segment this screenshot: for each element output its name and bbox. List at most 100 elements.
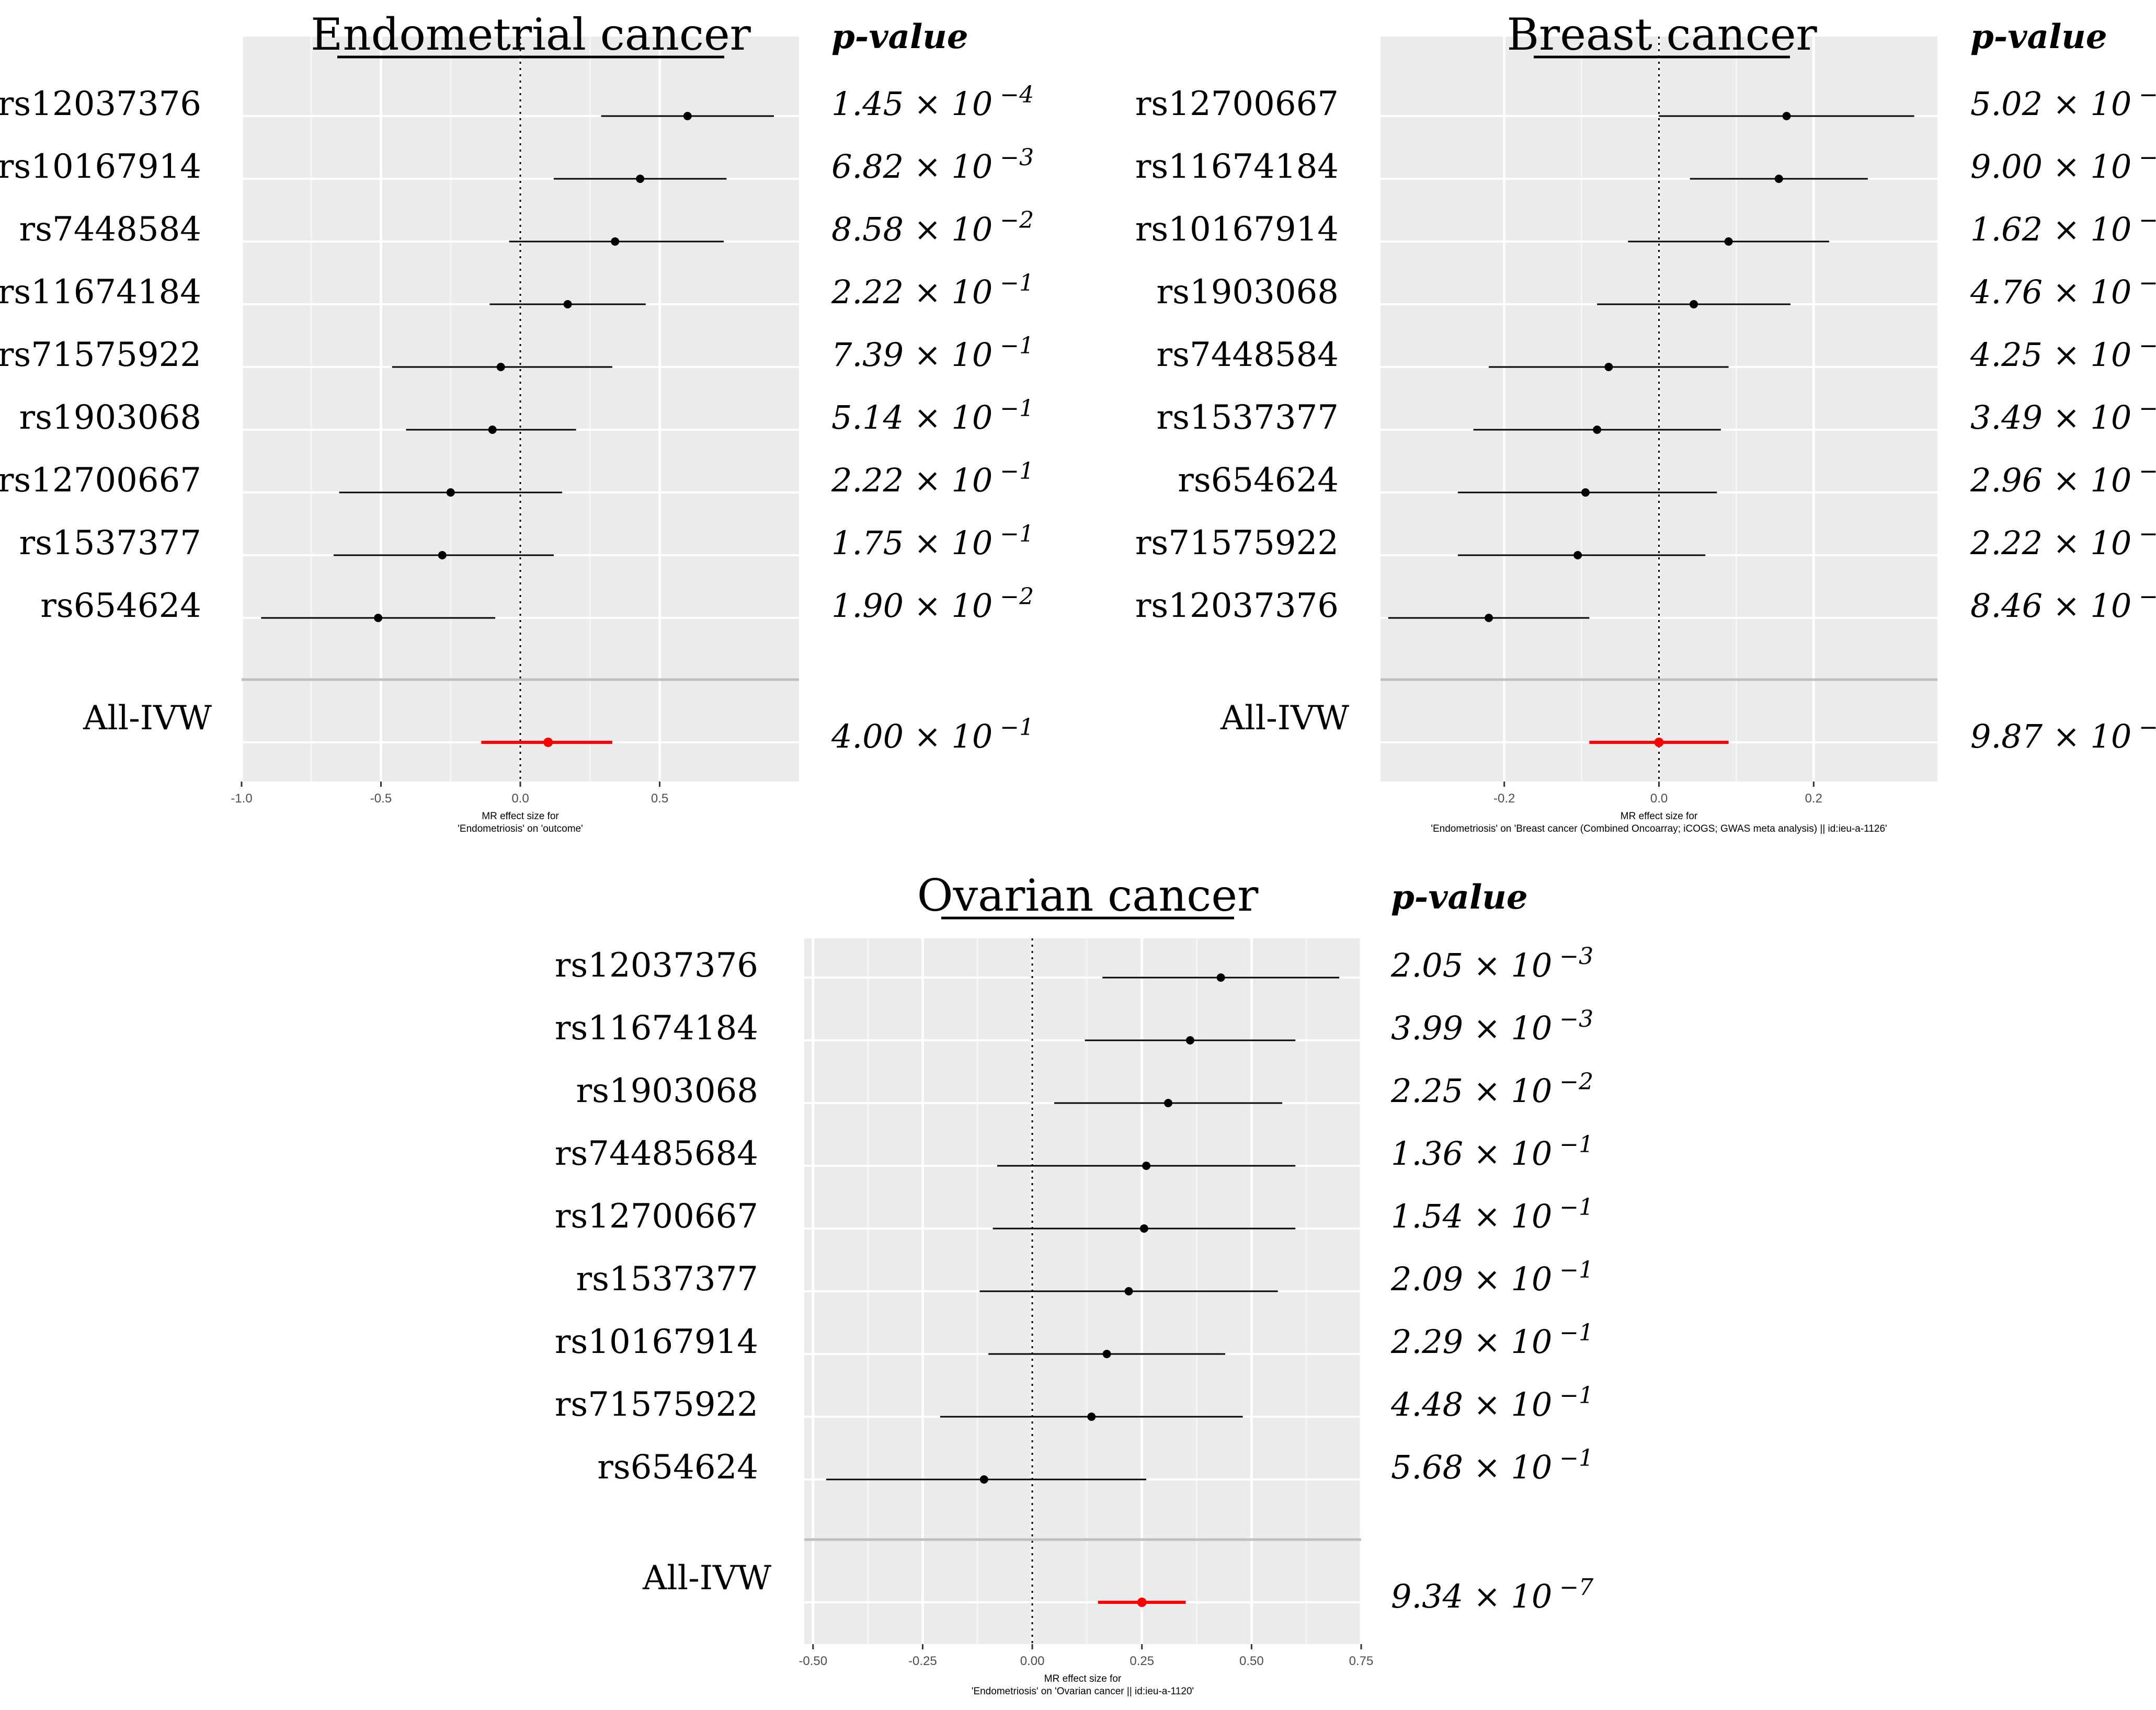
summary-point (1654, 738, 1664, 747)
snp-row: rs11674184 9.00 × 10 −3 (1135, 144, 2156, 186)
forest-plot-1: Endometrial cancer p-value rs12037376 1.45 … (0, 9, 1034, 834)
x-tick-label: 0.5 (651, 791, 668, 806)
snp-label: rs1537377 (19, 524, 201, 563)
effect-point (611, 237, 620, 246)
snp-row: rs654624 1.90 × 10 −2 (40, 583, 1034, 625)
snp-row: rs71575922 2.22 × 10 −1 (1135, 521, 2156, 563)
snp-row: rs12037376 8.46 × 10 −4 (1135, 583, 2156, 625)
pvalue-header: p-value (1970, 17, 2107, 56)
snp-row: rs1537377 2.09 × 10 −1 (576, 1257, 1594, 1299)
forest-plot-2: Breast cancer p-value rs12700667 5.02 × 10 … (1135, 9, 2156, 834)
snp-row: rs654624 5.68 × 10 −1 (597, 1445, 1593, 1487)
snp-row: rs10167914 6.82 × 10 −3 (0, 144, 1034, 186)
snp-row: rs1903068 5.14 × 10 −1 (19, 395, 1034, 437)
x-tick-label: 0.0 (1650, 791, 1668, 806)
summary-row: All-IVW 9.34 × 10 −7 (642, 1559, 1593, 1615)
p-value: 2.22 × 10 −1 (831, 458, 1034, 499)
x-tick-label: 0.75 (1349, 1654, 1374, 1668)
p-value: 5.68 × 10 −1 (1391, 1445, 1593, 1486)
p-value: 9.87 × 10 −1 (1970, 714, 2156, 755)
effect-point (563, 300, 572, 308)
effect-point (979, 1475, 988, 1484)
forest-plot-3: Ovarian cancer p-value rs12037376 2.05 × 10… (555, 870, 1593, 1697)
snp-row: rs12700667 1.54 × 10 −1 (555, 1194, 1593, 1236)
p-value: 3.49 × 10 −1 (1970, 395, 2156, 437)
p-value: 2.22 × 10 −1 (1970, 521, 2156, 562)
effect-point (496, 363, 505, 371)
effect-point (683, 112, 692, 120)
p-value: 5.02 × 10 −2 (1970, 82, 2156, 123)
snp-label: rs12700667 (0, 461, 201, 500)
effect-point (1690, 300, 1698, 308)
snp-row: rs11674184 2.22 × 10 −1 (0, 270, 1034, 312)
snp-label: rs7448584 (1157, 336, 1339, 374)
summary-row: All-IVW 9.87 × 10 −1 (1220, 699, 2156, 755)
p-value: 1.45 × 10 −4 (831, 82, 1034, 123)
x-axis-label: 'Endometriosis' on 'Ovarian cancer || id… (972, 1686, 1194, 1697)
snp-label: rs7448584 (19, 210, 201, 249)
effect-point (1573, 551, 1582, 559)
snp-label: rs10167914 (555, 1323, 758, 1361)
snp-row: rs12700667 2.22 × 10 −1 (0, 458, 1034, 500)
snp-label: rs1903068 (576, 1072, 758, 1110)
x-tick-label: -1.0 (231, 791, 252, 806)
summary-label: All-IVW (83, 699, 212, 738)
snp-label: rs1537377 (576, 1260, 758, 1299)
p-value: 6.82 × 10 −3 (831, 144, 1034, 186)
p-value: 1.36 × 10 −1 (1391, 1131, 1593, 1173)
summary-point (543, 738, 553, 747)
pvalue-header: p-value (831, 17, 968, 56)
effect-point (488, 426, 497, 434)
snp-label: rs10167914 (1135, 210, 1339, 249)
panel-title: Breast cancer (1507, 9, 1817, 60)
x-axis-label: 'Endometriosis' on 'Breast cancer (Combi… (1431, 823, 1887, 834)
snp-label: rs1903068 (19, 398, 201, 437)
snp-label: rs11674184 (555, 1009, 758, 1048)
snp-row: rs12037376 1.45 × 10 −4 (0, 82, 1034, 123)
snp-row: rs654624 2.96 × 10 −1 (1178, 458, 2156, 500)
p-value: 2.09 × 10 −1 (1390, 1257, 1593, 1298)
x-tick-label: -0.50 (798, 1654, 827, 1668)
snp-label: rs71575922 (0, 336, 201, 374)
snp-label: rs1537377 (1157, 398, 1339, 437)
x-tick-label: -0.25 (908, 1654, 937, 1668)
effect-point (374, 614, 383, 622)
x-axis-label: 'Endometriosis' on 'outcome' (458, 823, 583, 834)
p-value: 8.58 × 10 −2 (831, 207, 1034, 248)
x-tick-label: 0.2 (1805, 791, 1822, 806)
snp-row: rs12700667 5.02 × 10 −2 (1135, 82, 2156, 123)
p-value: 2.22 × 10 −1 (831, 270, 1034, 311)
panel-title: Endometrial cancer (311, 9, 751, 60)
snp-row: rs1537377 3.49 × 10 −1 (1157, 395, 2156, 437)
p-value: 4.25 × 10 −1 (1970, 332, 2156, 374)
p-value: 9.34 × 10 −7 (1391, 1574, 1593, 1615)
snp-row: rs10167914 2.29 × 10 −1 (555, 1319, 1593, 1361)
effect-point (636, 175, 645, 183)
effect-point (1782, 112, 1791, 120)
effect-point (1593, 426, 1602, 434)
snp-label: rs11674184 (0, 273, 201, 312)
snp-label: rs654624 (40, 587, 201, 625)
effect-point (1724, 237, 1733, 246)
effect-point (446, 488, 455, 497)
snp-label: rs12700667 (1135, 85, 1339, 123)
snp-label: rs11674184 (1135, 147, 1339, 186)
pvalue-header: p-value (1391, 878, 1528, 917)
snp-row: rs74485684 1.36 × 10 −1 (555, 1131, 1593, 1173)
summary-label: All-IVW (642, 1559, 771, 1598)
effect-point (1102, 1350, 1111, 1358)
p-value: 2.29 × 10 −1 (1390, 1319, 1593, 1361)
summary-label: All-IVW (1220, 699, 1349, 738)
x-axis-label: MR effect size for (1044, 1673, 1122, 1684)
effect-point (1139, 1224, 1148, 1233)
p-value: 1.62 × 10 −1 (1970, 207, 2156, 248)
x-axis-label: MR effect size for (1621, 811, 1698, 822)
p-value: 5.14 × 10 −1 (831, 395, 1034, 437)
x-tick-label: 0.50 (1239, 1654, 1264, 1668)
effect-point (1581, 488, 1590, 497)
p-value: 4.76 × 10 −1 (1970, 270, 2156, 311)
snp-label: rs12700667 (555, 1197, 758, 1236)
snp-row: rs71575922 4.48 × 10 −1 (555, 1382, 1593, 1424)
snp-label: rs1903068 (1157, 273, 1339, 312)
